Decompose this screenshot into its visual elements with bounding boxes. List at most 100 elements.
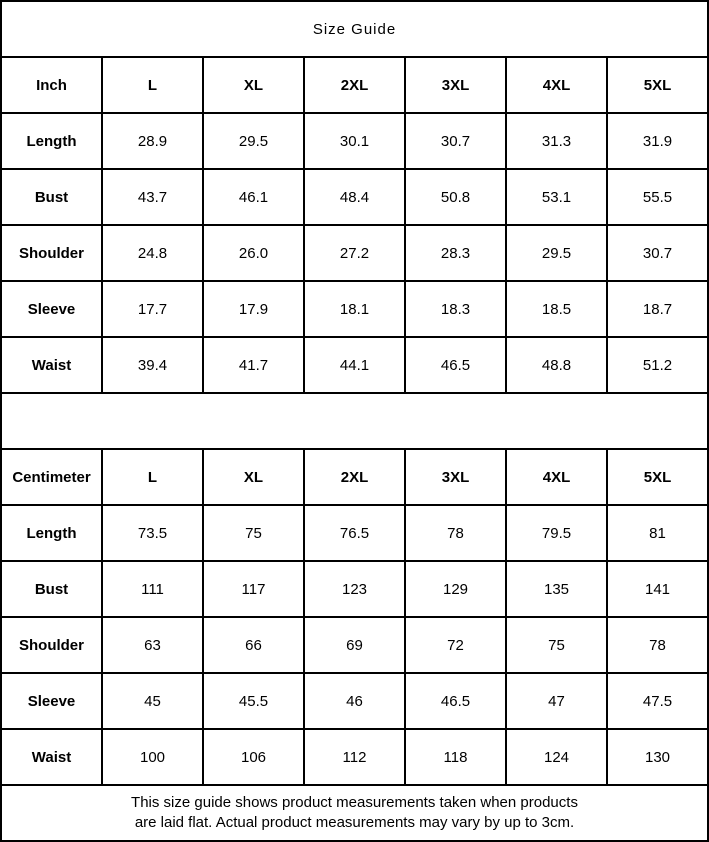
measure-value: 18.5 — [505, 280, 608, 338]
measure-value: 46.5 — [404, 672, 507, 730]
measure-value: 51.2 — [606, 336, 709, 394]
footer-note-line1: This size guide shows product measuremen… — [131, 794, 578, 811]
measure-value: 18.7 — [606, 280, 709, 338]
inch-header-row: Inch L XL 2XL 3XL 4XL 5XL — [0, 56, 709, 114]
measure-value: 45 — [101, 672, 204, 730]
measure-value: 29.5 — [202, 112, 305, 170]
size-header: 4XL — [505, 448, 608, 506]
measure-value: 30.7 — [404, 112, 507, 170]
measure-value: 53.1 — [505, 168, 608, 226]
size-header: XL — [202, 448, 305, 506]
measure-value: 79.5 — [505, 504, 608, 562]
measure-value: 141 — [606, 560, 709, 618]
measure-value: 31.9 — [606, 112, 709, 170]
measure-value: 28.3 — [404, 224, 507, 282]
measure-value: 129 — [404, 560, 507, 618]
measure-value: 46 — [303, 672, 406, 730]
measure-value: 73.5 — [101, 504, 204, 562]
cm-header-row: Centimeter L XL 2XL 3XL 4XL 5XL — [0, 448, 709, 506]
size-header: 5XL — [606, 448, 709, 506]
unit-header-inch: Inch — [0, 56, 103, 114]
footer-row: This size guide shows product measuremen… — [0, 784, 709, 842]
measure-value: 17.9 — [202, 280, 305, 338]
measure-value: 100 — [101, 728, 204, 786]
spacer-row — [0, 392, 709, 450]
measure-value: 78 — [606, 616, 709, 674]
measure-value: 124 — [505, 728, 608, 786]
measure-label: Bust — [0, 560, 103, 618]
title-row: Size Guide — [0, 0, 709, 58]
measure-value: 55.5 — [606, 168, 709, 226]
measure-value: 118 — [404, 728, 507, 786]
unit-header-centimeter: Centimeter — [0, 448, 103, 506]
table-row: Length 73.5 75 76.5 78 79.5 81 — [0, 504, 709, 562]
measure-value: 27.2 — [303, 224, 406, 282]
table-row: Bust 43.7 46.1 48.4 50.8 53.1 55.5 — [0, 168, 709, 226]
measure-value: 117 — [202, 560, 305, 618]
measure-label: Waist — [0, 728, 103, 786]
table-row: Shoulder 24.8 26.0 27.2 28.3 29.5 30.7 — [0, 224, 709, 282]
measure-value: 111 — [101, 560, 204, 618]
measure-value: 135 — [505, 560, 608, 618]
measure-value: 50.8 — [404, 168, 507, 226]
measure-value: 30.1 — [303, 112, 406, 170]
measure-value: 75 — [505, 616, 608, 674]
measure-value: 78 — [404, 504, 507, 562]
measure-value: 106 — [202, 728, 305, 786]
measure-value: 48.8 — [505, 336, 608, 394]
measure-value: 76.5 — [303, 504, 406, 562]
size-header: 3XL — [404, 448, 507, 506]
measure-label: Shoulder — [0, 224, 103, 282]
measure-label: Length — [0, 504, 103, 562]
measure-value: 63 — [101, 616, 204, 674]
measure-label: Waist — [0, 336, 103, 394]
table-row: Waist 39.4 41.7 44.1 46.5 48.8 51.2 — [0, 336, 709, 394]
table-row: Bust 111 117 123 129 135 141 — [0, 560, 709, 618]
measure-value: 41.7 — [202, 336, 305, 394]
footer-note-line2: are laid flat. Actual product measuremen… — [134, 814, 575, 831]
size-header: L — [101, 448, 204, 506]
measure-value: 18.1 — [303, 280, 406, 338]
measure-value: 123 — [303, 560, 406, 618]
table-row: Sleeve 17.7 17.9 18.1 18.3 18.5 18.7 — [0, 280, 709, 338]
measure-value: 44.1 — [303, 336, 406, 394]
measure-label: Length — [0, 112, 103, 170]
size-header: 4XL — [505, 56, 608, 114]
measure-value: 43.7 — [101, 168, 204, 226]
measure-value: 17.7 — [101, 280, 204, 338]
table-row: Sleeve 45 45.5 46 46.5 47 47.5 — [0, 672, 709, 730]
measure-value: 45.5 — [202, 672, 305, 730]
measure-value: 31.3 — [505, 112, 608, 170]
size-header: 2XL — [303, 56, 406, 114]
size-header: XL — [202, 56, 305, 114]
page-title: Size Guide — [0, 0, 709, 58]
size-header: 5XL — [606, 56, 709, 114]
measure-value: 130 — [606, 728, 709, 786]
measure-value: 26.0 — [202, 224, 305, 282]
measure-label: Sleeve — [0, 280, 103, 338]
measure-value: 28.9 — [101, 112, 204, 170]
measure-value: 46.5 — [404, 336, 507, 394]
table-row: Length 28.9 29.5 30.1 30.7 31.3 31.9 — [0, 112, 709, 170]
measure-value: 29.5 — [505, 224, 608, 282]
table-row: Shoulder 63 66 69 72 75 78 — [0, 616, 709, 674]
measure-value: 47 — [505, 672, 608, 730]
measure-value: 112 — [303, 728, 406, 786]
measure-value: 75 — [202, 504, 305, 562]
measure-value: 39.4 — [101, 336, 204, 394]
size-header: 2XL — [303, 448, 406, 506]
measure-value: 24.8 — [101, 224, 204, 282]
measure-value: 72 — [404, 616, 507, 674]
measure-value: 46.1 — [202, 168, 305, 226]
table-gap — [0, 392, 709, 450]
size-header: 3XL — [404, 56, 507, 114]
measure-value: 66 — [202, 616, 305, 674]
measure-value: 18.3 — [404, 280, 507, 338]
measure-value: 69 — [303, 616, 406, 674]
measure-label: Sleeve — [0, 672, 103, 730]
measure-value: 30.7 — [606, 224, 709, 282]
measure-value: 81 — [606, 504, 709, 562]
measure-label: Shoulder — [0, 616, 103, 674]
